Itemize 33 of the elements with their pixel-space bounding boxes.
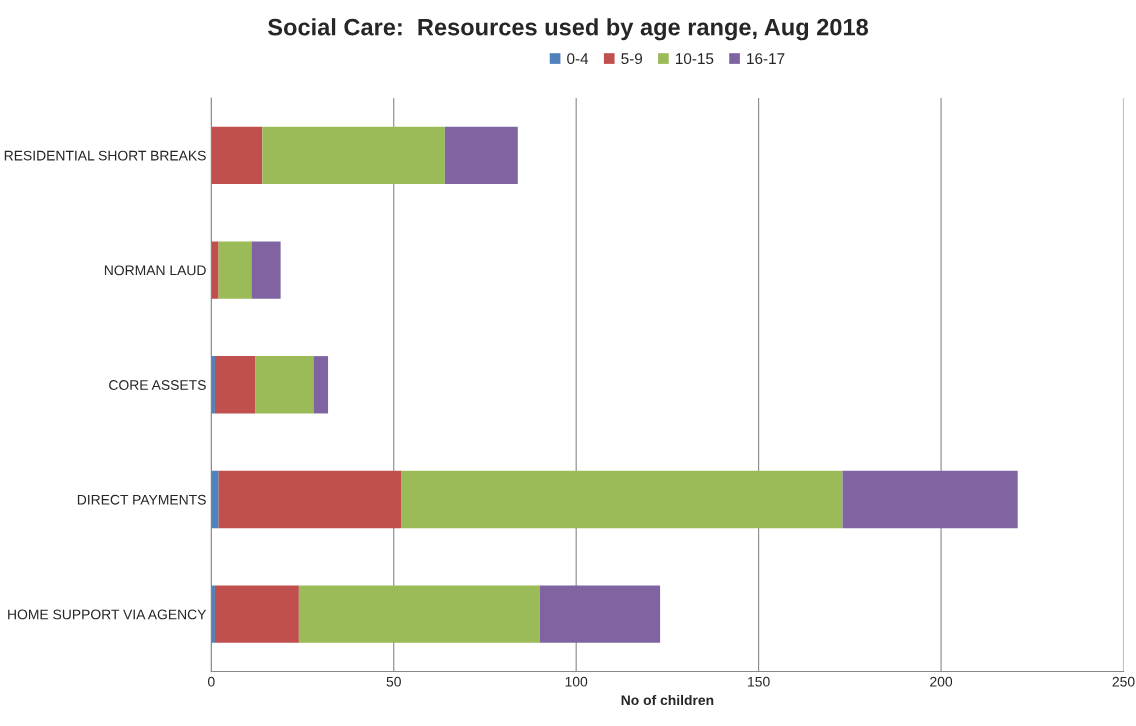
bar (262, 126, 445, 185)
bar (444, 126, 518, 185)
chart-title: Social Care: Resources used by age range, Aug 2018 (267, 18, 869, 41)
bar (539, 585, 661, 643)
x-tick-label: 50 (386, 676, 401, 687)
legend-label: 5-9 (621, 53, 643, 65)
bar (211, 126, 263, 185)
x-tick-label: 0 (207, 676, 215, 687)
bar (251, 241, 281, 299)
bar (214, 585, 299, 643)
bar (211, 470, 219, 529)
bar (218, 241, 252, 299)
bar (298, 585, 540, 643)
legend-label: 10-15 (676, 53, 714, 65)
bar (214, 356, 256, 414)
legend-label: 16-17 (747, 53, 785, 65)
bar (401, 470, 843, 529)
y-tick-label: NORMAN LAUD (104, 265, 206, 276)
x-tick-label: 200 (930, 676, 953, 687)
x-tick-label: 250 (1112, 676, 1135, 687)
x-axis-title: No of children (621, 694, 714, 706)
bar (313, 356, 329, 414)
bar (255, 356, 314, 414)
x-tick-label: 150 (748, 676, 770, 687)
y-tick-label: HOME SUPPORT VIA AGENCY (8, 609, 207, 620)
bar (842, 470, 1018, 529)
x-tick-label: 100 (565, 676, 588, 687)
bar (218, 470, 402, 529)
legend-label: 0-4 (567, 53, 589, 65)
bar (211, 241, 219, 299)
y-tick-label: DIRECT PAYMENTS (77, 494, 206, 505)
y-tick-label: CORE ASSETS (109, 380, 206, 390)
y-tick-label: RESIDENTIAL SHORT BREAKS (4, 150, 206, 161)
